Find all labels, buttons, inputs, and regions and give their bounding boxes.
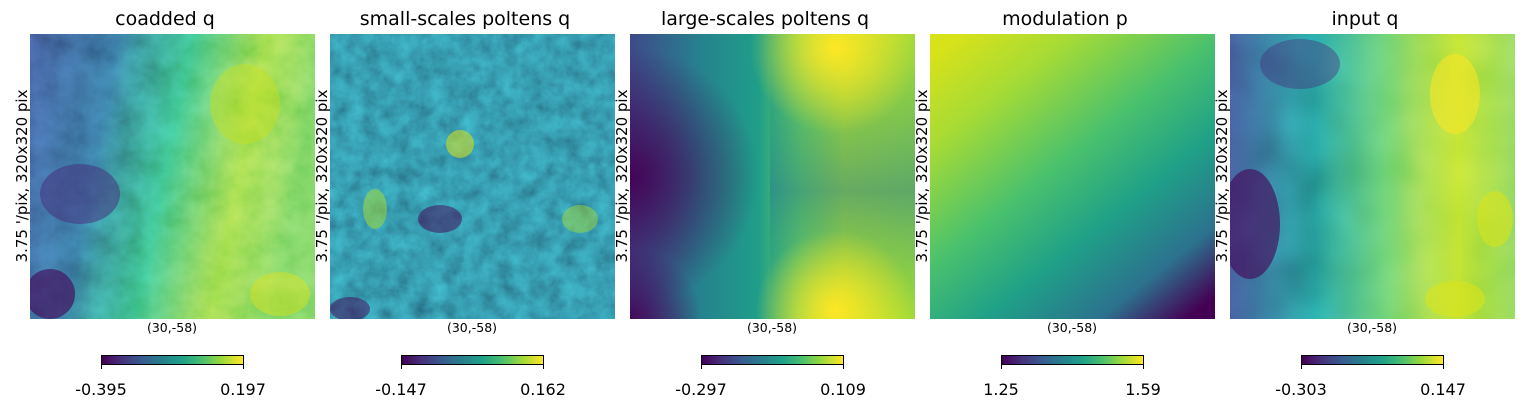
resolution-label: 3.75 '/pix, 320x320 pix [1213, 89, 1231, 263]
heatmap-high-region [630, 34, 915, 319]
heatmap-high-region [363, 189, 387, 229]
colorbar-min-label: 1.25 [983, 380, 1019, 399]
colorbar-tick-max [243, 365, 244, 369]
panel-title: small-scales poltens q [359, 8, 571, 30]
colorbar-min-label: -0.297 [675, 380, 727, 399]
colorbar-min-label: -0.147 [375, 380, 427, 399]
heatmap-high-region [446, 130, 474, 158]
colorbar-tick-max [1443, 365, 1444, 369]
heatmap-high-region [250, 272, 310, 316]
colorbar-tick-max [543, 365, 544, 369]
panel-title: coadded q [115, 8, 215, 30]
heatmap-high-region [1430, 54, 1480, 134]
panel-coadded-q: coadded q 3.75 '/pix, 320x320 [13, 0, 315, 409]
panel-small-scales-poltens-q: small-scales poltens q 3.75 '/pix, 320x3… [313, 0, 615, 409]
resolution-label: 3.75 '/pix, 320x320 pix [613, 89, 631, 263]
colorbar-max-label: 0.197 [220, 380, 266, 399]
center-coordinate-label: (30,-58) [1046, 320, 1098, 335]
heatmap-input-q [1230, 34, 1515, 319]
center-coordinate-label: (30,-58) [146, 320, 198, 335]
colorbar [1001, 355, 1144, 365]
heatmap-high-region [210, 64, 280, 144]
heatmap-low-region [30, 269, 75, 319]
resolution-label: 3.75 '/pix, 320x320 pix [313, 89, 331, 263]
colorbar-tick-max [843, 365, 844, 369]
colorbar-max-label: 0.162 [520, 380, 566, 399]
colorbar-tick-min [401, 365, 402, 369]
colorbar-tick-max [1143, 365, 1144, 369]
heatmap-texture [330, 34, 615, 319]
heatmap-low-region [418, 205, 462, 233]
colorbar [401, 355, 544, 365]
colorbar-max-label: 0.109 [820, 380, 866, 399]
panel-title: input q [1331, 8, 1399, 30]
colorbar-min-label: -0.395 [75, 380, 127, 399]
heatmap-base [930, 34, 1215, 319]
panel-input-q: input q 3.75 '/pix, 320x [1213, 0, 1515, 409]
colorbar-tick-min [1001, 365, 1002, 369]
heatmap-low-region [1260, 39, 1340, 89]
resolution-label: 3.75 '/pix, 320x320 pix [13, 89, 31, 263]
colorbar-max-label: 1.59 [1125, 380, 1161, 399]
heatmap-high-region [1477, 191, 1513, 247]
heatmap-large-scales-poltens-q [630, 34, 915, 319]
heatmap-low-region [40, 164, 120, 224]
colorbar-min-label: -0.303 [1275, 380, 1327, 399]
panel-modulation-p: modulation p 3.75 '/pix, 320x320 pix (30… [913, 0, 1215, 409]
colorbar-max-label: 0.147 [1420, 380, 1466, 399]
heatmap-low-region [1230, 169, 1280, 279]
panel-large-scales-poltens-q: large-scales poltens q [613, 0, 915, 409]
colorbar-tick-min [1301, 365, 1302, 369]
heatmap-coadded-q [30, 34, 315, 319]
center-coordinate-label: (30,-58) [1346, 320, 1398, 335]
heatmap-modulation-p [930, 34, 1215, 319]
colorbar-tick-min [101, 365, 102, 369]
heatmap-high-region [562, 205, 598, 233]
resolution-label: 3.75 '/pix, 320x320 pix [913, 89, 931, 263]
panel-title: large-scales poltens q [660, 8, 870, 30]
colorbar-tick-min [701, 365, 702, 369]
heatmap-high-region [1425, 281, 1485, 317]
colorbar [101, 355, 244, 365]
heatmap-low-region [330, 297, 370, 319]
panel-title: modulation p [1002, 8, 1128, 30]
colorbar [701, 355, 844, 365]
center-coordinate-label: (30,-58) [446, 320, 498, 335]
colorbar [1301, 355, 1444, 365]
heatmap-small-scales-poltens-q [330, 34, 615, 319]
center-coordinate-label: (30,-58) [746, 320, 798, 335]
